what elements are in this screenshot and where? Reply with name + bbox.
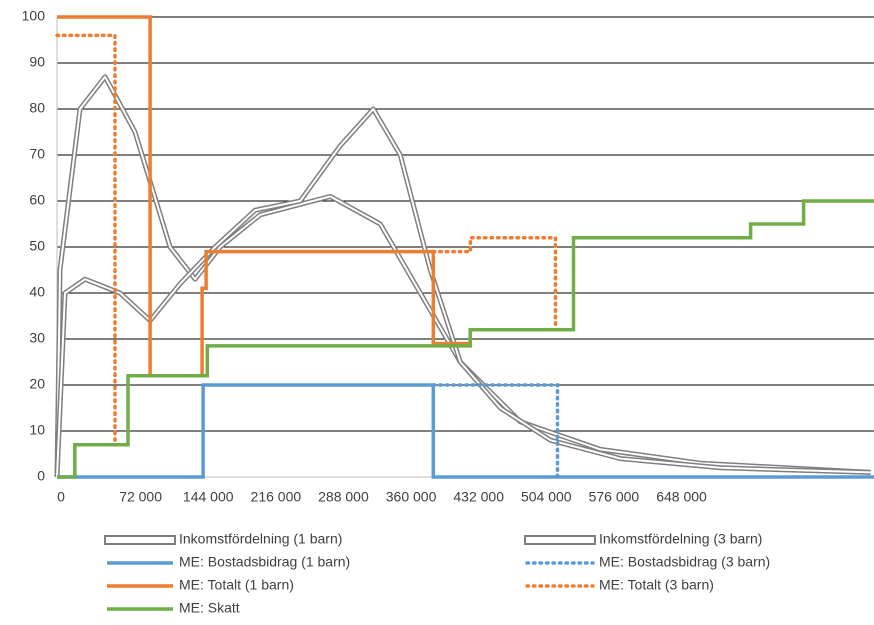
line xyxy=(431,383,560,479)
y-tick-label: 40 xyxy=(29,284,45,300)
x-tick-label: 360 000 xyxy=(386,489,437,505)
y-tick-label: 100 xyxy=(22,8,46,24)
line-inner xyxy=(56,75,871,478)
line xyxy=(57,199,874,479)
line-inner xyxy=(56,108,871,478)
x-tick-label: 72 000 xyxy=(119,489,162,505)
legend-label: ME: Bostadsbidrag (1 barn) xyxy=(179,554,350,570)
legend-label: Inkomstfördelning (1 barn) xyxy=(179,531,342,547)
line xyxy=(54,74,871,478)
y-tick-label: 70 xyxy=(29,146,45,162)
legend-swatch xyxy=(104,535,176,545)
y-tick-label: 30 xyxy=(29,330,45,346)
legend-label: ME: Skatt xyxy=(179,600,240,616)
y-tick-label: 50 xyxy=(29,238,45,254)
y-tick-label: 90 xyxy=(29,54,45,70)
legend-label: ME: Bostadsbidrag (3 barn) xyxy=(599,554,770,570)
line xyxy=(55,33,558,442)
x-tick-label: 648 000 xyxy=(656,489,707,505)
y-tick-label: 10 xyxy=(29,422,45,438)
line xyxy=(57,15,471,378)
legend-label: ME: Totalt (1 barn) xyxy=(179,577,294,593)
y-tick-label: 80 xyxy=(29,100,45,116)
x-tick-label: 576 000 xyxy=(589,489,640,505)
legend-label: Inkomstfördelning (3 barn) xyxy=(599,531,762,547)
legend-label: ME: Totalt (3 barn) xyxy=(599,577,714,593)
x-tick-label: 216 000 xyxy=(251,489,302,505)
x-tick-label: 144 000 xyxy=(183,489,234,505)
legend-swatch xyxy=(524,535,596,545)
line xyxy=(57,383,874,479)
y-tick-label: 0 xyxy=(37,468,45,484)
y-tick-label: 60 xyxy=(29,192,45,208)
x-tick-label: 432 000 xyxy=(453,489,504,505)
y-tick-label: 20 xyxy=(29,376,45,392)
x-tick-label: 288 000 xyxy=(318,489,369,505)
x-tick-label: 504 000 xyxy=(521,489,572,505)
x-tick-label: 0 xyxy=(57,489,65,505)
